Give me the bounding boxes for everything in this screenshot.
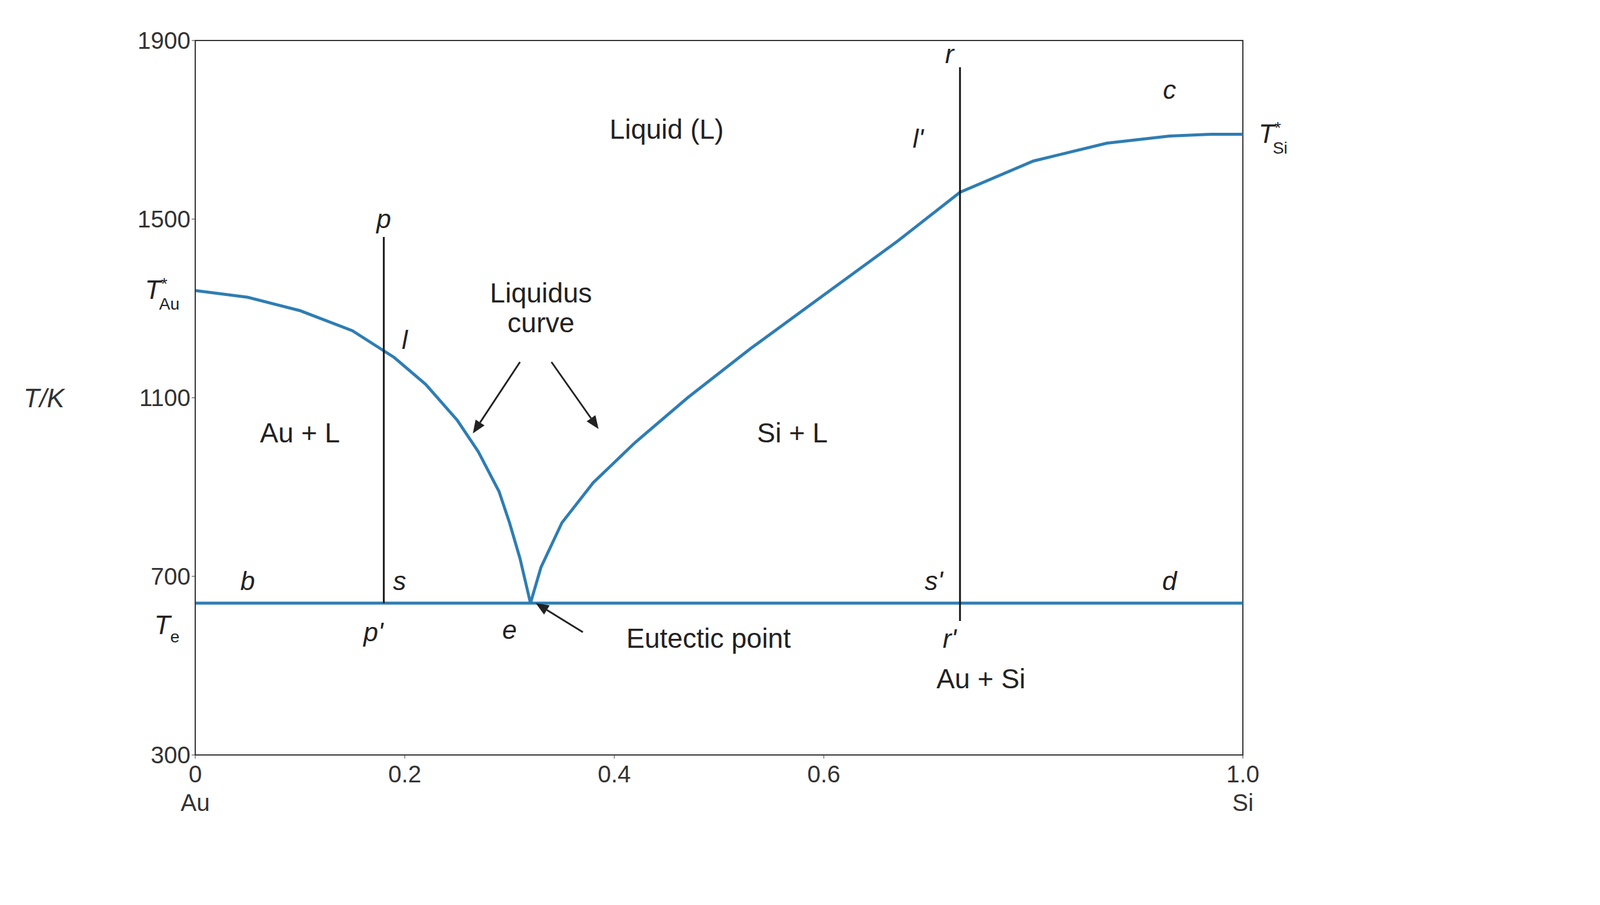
svg-text:T*Si: T*Si [1258, 118, 1288, 158]
svg-text:1500: 1500 [137, 205, 191, 233]
svg-text:r: r [945, 39, 956, 69]
svg-text:0.2: 0.2 [388, 760, 422, 787]
svg-text:0.4: 0.4 [597, 760, 631, 787]
svg-text:Au + L: Au + L [260, 417, 340, 449]
svg-text:Eutectic point: Eutectic point [626, 622, 791, 654]
svg-text:l: l [401, 325, 409, 355]
svg-text:300: 300 [150, 741, 191, 768]
svg-text:1100: 1100 [139, 384, 191, 411]
svg-text:s: s [392, 566, 406, 596]
svg-text:Liquid (L): Liquid (L) [609, 113, 724, 145]
svg-text:e: e [502, 614, 517, 645]
svg-text:T/K: T/K [23, 383, 66, 413]
svg-text:700: 700 [150, 563, 191, 590]
svg-text:Si + L: Si + L [757, 417, 828, 449]
svg-text:c: c [1163, 75, 1177, 105]
svg-text:b: b [240, 566, 255, 596]
svg-text:l': l' [912, 123, 925, 153]
svg-text:1.0: 1.0 [1226, 760, 1260, 787]
svg-text:s': s' [925, 566, 945, 596]
svg-text:Te: Te [154, 610, 180, 646]
svg-text:T*Au: T*Au [145, 274, 180, 314]
svg-text:1900: 1900 [137, 27, 191, 54]
svg-text:Liquiduscurve: Liquiduscurve [489, 277, 592, 339]
svg-text:Si: Si [1232, 789, 1254, 816]
svg-text:d: d [1162, 566, 1178, 596]
svg-text:Au + Si: Au + Si [936, 663, 1026, 695]
svg-text:0.6: 0.6 [807, 760, 841, 787]
svg-text:p': p' [362, 617, 384, 647]
svg-text:r': r' [942, 623, 958, 653]
svg-text:Au: Au [180, 789, 211, 816]
svg-text:p: p [375, 204, 392, 234]
svg-text:0: 0 [188, 760, 202, 787]
